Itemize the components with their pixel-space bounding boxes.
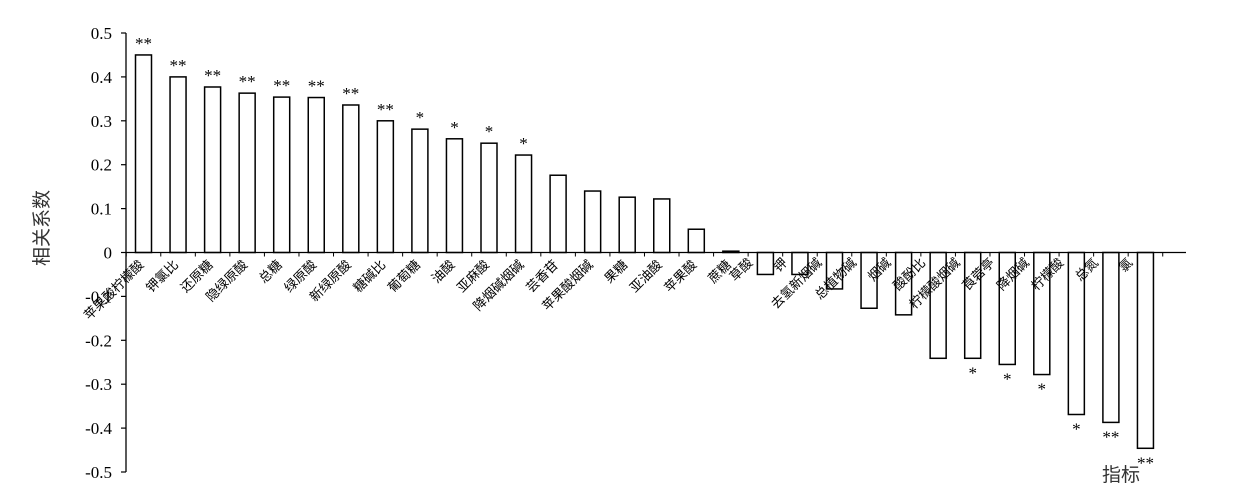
significance-marker: * (1072, 419, 1081, 438)
significance-marker: ** (308, 77, 325, 96)
y-tick-label: 0.4 (91, 68, 113, 87)
category-label: 钾氯比 (144, 258, 182, 296)
bar (618, 196, 636, 254)
y-tick-label: -0.5 (85, 463, 112, 482)
y-axis-ticks: 0.5 0.4 0.3 0.2 0.1 0 -0.1 -0.2 -0.3 -0.4 -0.5 (85, 24, 126, 482)
y-tick-label: 0.5 (91, 24, 112, 43)
bar (1136, 251, 1155, 450)
bar (307, 96, 325, 254)
category-label: 总糖 (256, 257, 286, 287)
bar (203, 86, 222, 254)
bar (549, 174, 567, 254)
significance-marker: * (450, 118, 459, 137)
category-label: 油酸 (429, 258, 458, 287)
significance-marker: * (485, 122, 494, 141)
bar (583, 190, 602, 254)
y-tick-label: -0.2 (85, 331, 112, 350)
x-axis-title: 指标 (1102, 464, 1140, 486)
significance-marker: ** (135, 34, 152, 53)
bar (514, 154, 533, 254)
bar (411, 128, 429, 254)
category-label: 亚油酸 (627, 258, 665, 296)
bar (134, 54, 153, 254)
bar (480, 142, 498, 254)
significance-marker: * (416, 108, 425, 127)
significance-marker: ** (1102, 427, 1119, 446)
bar (445, 138, 464, 254)
category-label: 苹果酸 (662, 258, 700, 296)
y-tick-label: 0 (104, 244, 113, 263)
significance-marker: ** (170, 56, 187, 75)
bar (1102, 251, 1120, 424)
significance-marker: * (1038, 380, 1047, 399)
bar (169, 76, 187, 254)
category-label: 糖碱比 (350, 257, 389, 296)
significance-marker: ** (273, 76, 290, 95)
significance-marker: ** (377, 100, 394, 119)
bar (272, 96, 291, 254)
significance-marker: * (1003, 369, 1012, 388)
y-axis-title: 相关系数 (31, 190, 53, 266)
bar (687, 228, 706, 254)
bar (653, 198, 671, 254)
y-tick-label: 0.2 (91, 156, 112, 175)
y-tick-label: -0.3 (85, 375, 112, 394)
significance-labels: ****** ** ** ** **** ** *** *** **** (135, 34, 1154, 472)
y-tick-label: 0.3 (91, 112, 112, 131)
category-label: 果糖 (601, 257, 631, 287)
significance-marker: * (519, 134, 528, 153)
category-label: 葡萄糖 (385, 257, 424, 296)
axes (125, 33, 1186, 472)
bar (238, 92, 256, 254)
bar (756, 251, 775, 276)
y-tick-label: 0.1 (91, 200, 112, 219)
significance-marker: * (968, 363, 977, 382)
significance-marker: ** (204, 66, 221, 85)
bar (376, 120, 395, 254)
bar (342, 104, 360, 254)
significance-marker: ** (1137, 453, 1154, 472)
bars (125, 54, 1164, 450)
category-label: 草酸 (727, 256, 756, 285)
y-tick-label: -0.4 (85, 419, 112, 438)
significance-marker: ** (239, 72, 256, 91)
y-tick-label: -0.1 (85, 287, 112, 306)
significance-marker: ** (342, 84, 359, 103)
